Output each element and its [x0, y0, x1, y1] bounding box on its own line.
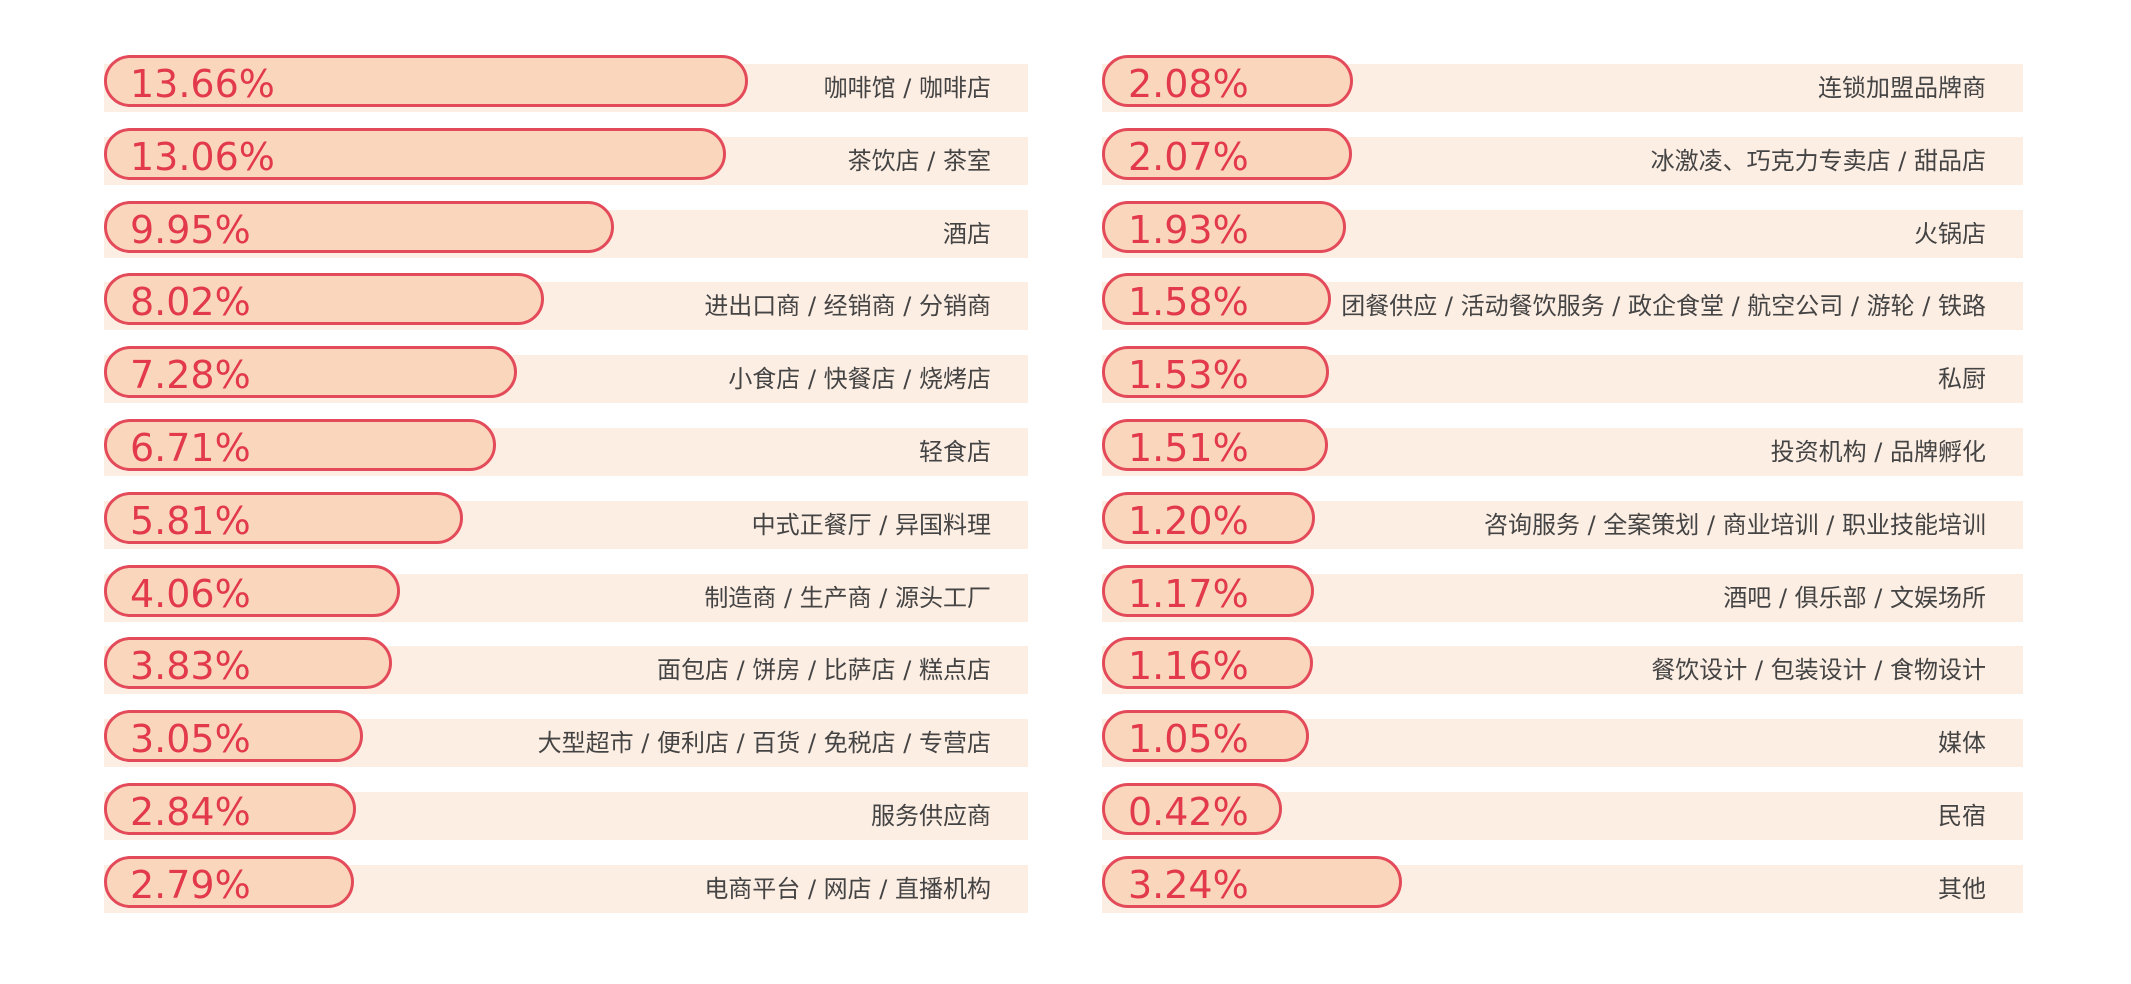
bar — [1102, 710, 1309, 763]
chart-row: 5.81% 中式正餐厅 / 异国料理 — [104, 491, 1028, 550]
bar — [104, 564, 401, 617]
bar — [1102, 200, 1347, 253]
bar — [104, 710, 364, 763]
category-label: 中式正餐厅 / 异国料理 — [751, 510, 991, 539]
category-label: 面包店 / 饼房 / 比萨店 / 糕点店 — [656, 656, 991, 685]
bar — [1102, 855, 1402, 908]
chart-row: 2.79% 电商平台 / 网店 / 直播机构 — [104, 855, 1028, 914]
bar — [1102, 346, 1330, 399]
chart-row: 3.05% 大型超市 / 便利店 / 百货 / 免税店 / 专营店 — [104, 710, 1028, 768]
chart-row: 3.83% 面包店 / 饼房 / 比萨店 / 糕点店 — [104, 637, 1028, 695]
category-label: 火锅店 — [1914, 219, 1986, 248]
bar-value-label: 1.58% — [1128, 280, 1249, 325]
bar-value-label: 3.24% — [1128, 862, 1249, 907]
chart-row: 13.66% 咖啡馆 / 咖啡店 — [104, 55, 1028, 113]
bar-value-label: 1.16% — [1128, 644, 1249, 689]
bar — [1102, 491, 1316, 544]
chart-row: 8.02% 进出口商 / 经销商 / 分销商 — [104, 273, 1028, 331]
bar-value-label: 6.71% — [130, 426, 251, 470]
bar-value-label: 13.66% — [130, 62, 275, 106]
category-label: 其他 — [1938, 874, 1986, 903]
bar-value-label: 1.51% — [1128, 426, 1249, 470]
category-label: 酒吧 / 俱乐部 / 文娱场所 — [1723, 583, 1986, 612]
bar — [1102, 127, 1353, 180]
chart-row: 1.20% 咨询服务 / 全案策划 / 商业培训 / 职业技能培训 — [1102, 491, 2023, 550]
chart-row: 1.16% 餐饮设计 / 包装设计 / 食物设计 — [1102, 637, 2023, 695]
chart-row: 13.06% 茶饮店 / 茶室 — [104, 127, 1028, 186]
category-label: 咖啡馆 / 咖啡店 — [823, 74, 991, 102]
bar — [104, 855, 354, 908]
bar — [104, 637, 392, 690]
category-label: 餐饮设计 / 包装设计 / 食物设计 — [1651, 656, 1986, 685]
category-label: 私厨 — [1938, 365, 1986, 394]
category-label: 电商平台 / 网店 / 直播机构 — [704, 874, 991, 903]
bar — [1102, 273, 1332, 326]
category-label: 制造商 / 生产商 / 源头工厂 — [704, 583, 991, 612]
chart-row: 1.51% 投资机构 / 品牌孵化 — [1102, 419, 2023, 477]
category-label: 服务供应商 — [871, 802, 991, 830]
bar-value-label: 1.93% — [1128, 207, 1249, 252]
bar — [104, 419, 497, 471]
category-label: 进出口商 / 经销商 / 分销商 — [704, 292, 991, 321]
bar-value-label: 3.83% — [130, 644, 251, 689]
category-label: 团餐供应 / 活动餐饮服务 / 政企食堂 / 航空公司 / 游轮 / 铁路 — [1341, 292, 1986, 321]
bar-value-label: 9.95% — [130, 207, 251, 252]
category-label: 茶饮店 / 茶室 — [847, 146, 991, 175]
bar — [104, 200, 614, 253]
category-label: 轻食店 — [919, 438, 991, 466]
bar-value-label: 4.06% — [130, 571, 251, 616]
bar-value-label: 0.42% — [1128, 790, 1249, 834]
chart-row: 6.71% 轻食店 — [104, 419, 1028, 477]
chart-row: 1.58% 团餐供应 / 活动餐饮服务 / 政企食堂 / 航空公司 / 游轮 / … — [1102, 273, 2023, 331]
bar — [1102, 564, 1314, 617]
bar — [104, 346, 517, 399]
bar-value-label: 1.20% — [1128, 498, 1249, 543]
chart-row: 7.28% 小食店 / 快餐店 / 烧烤店 — [104, 346, 1028, 404]
bar — [104, 273, 544, 326]
bar-value-label: 8.02% — [130, 280, 251, 325]
bar — [104, 55, 748, 107]
category-label: 酒店 — [943, 219, 991, 248]
bar — [1102, 55, 1353, 107]
category-label: 咨询服务 / 全案策划 / 商业培训 / 职业技能培训 — [1483, 510, 1986, 539]
bar-value-label: 1.53% — [1128, 353, 1249, 398]
bar-value-label: 2.07% — [1128, 134, 1249, 179]
bar-value-label: 13.06% — [130, 134, 275, 179]
chart-row: 1.93% 火锅店 — [1102, 200, 2023, 259]
bar — [1102, 419, 1329, 471]
category-label: 媒体 — [1938, 729, 1986, 758]
category-label: 冰激凌、巧克力专卖店 / 甜品店 — [1650, 146, 1986, 175]
bar-value-label: 2.79% — [130, 862, 251, 907]
bar-value-label: 1.05% — [1128, 717, 1249, 762]
bar — [1102, 637, 1314, 690]
bar-value-label: 2.08% — [1128, 62, 1249, 106]
chart-row: 2.07% 冰激凌、巧克力专卖店 / 甜品店 — [1102, 127, 2023, 186]
category-label: 小食店 / 快餐店 / 烧烤店 — [728, 365, 991, 394]
category-label: 连锁加盟品牌商 — [1818, 74, 1986, 102]
chart-row: 9.95% 酒店 — [104, 200, 1028, 259]
chart-row: 1.05% 媒体 — [1102, 710, 2023, 768]
bar-value-label: 2.84% — [130, 790, 251, 834]
bar-value-label: 5.81% — [130, 498, 251, 543]
chart-row: 2.08% 连锁加盟品牌商 — [1102, 55, 2023, 113]
chart-row: 4.06% 制造商 / 生产商 / 源头工厂 — [104, 564, 1028, 623]
bar — [104, 783, 356, 835]
chart-row: 3.24% 其他 — [1102, 855, 2023, 914]
category-label: 民宿 — [1938, 802, 1986, 830]
bar — [1102, 783, 1282, 835]
chart-row: 0.42% 民宿 — [1102, 783, 2023, 841]
chart-row: 1.53% 私厨 — [1102, 346, 2023, 404]
bar-value-label: 3.05% — [130, 717, 251, 762]
chart-row: 1.17% 酒吧 / 俱乐部 / 文娱场所 — [1102, 564, 2023, 623]
category-label: 大型超市 / 便利店 / 百货 / 免税店 / 专营店 — [537, 729, 991, 758]
chart-row: 2.84% 服务供应商 — [104, 783, 1028, 841]
bar — [104, 491, 464, 544]
bar — [104, 127, 727, 180]
bar-value-label: 7.28% — [130, 353, 251, 398]
bar-value-label: 1.17% — [1128, 571, 1249, 616]
category-label: 投资机构 / 品牌孵化 — [1770, 438, 1986, 466]
